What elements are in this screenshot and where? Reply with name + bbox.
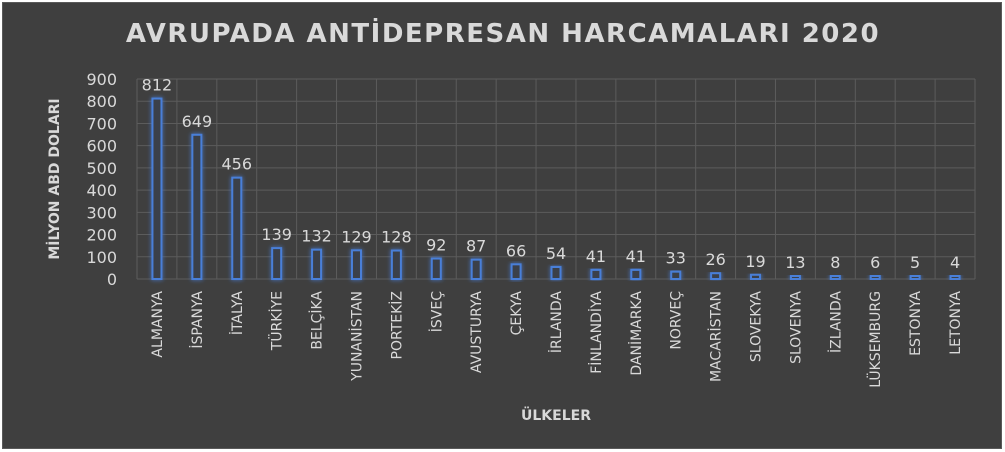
data-label: 54: [546, 244, 566, 263]
y-tick-label: 200: [86, 226, 117, 245]
chart-title: AVRUPADA ANTİDEPRESAN HARCAMALARI 2020: [125, 19, 881, 49]
bar: [789, 275, 801, 280]
data-label: 26: [705, 250, 725, 269]
bar: [710, 272, 722, 281]
bar: [311, 248, 323, 281]
data-label: 812: [142, 76, 173, 95]
data-label: 129: [341, 227, 372, 246]
data-label: 8: [830, 253, 840, 272]
bar: [271, 247, 283, 281]
bar: [869, 275, 881, 280]
bar: [750, 273, 762, 280]
x-axis-ticks: ALMANYA İSPANYA İTALYA TÜRKİYE BELÇİKA YUNANİ…: [150, 291, 964, 388]
bar: [510, 263, 522, 281]
bar: [949, 275, 961, 280]
y-tick-label: 0: [107, 270, 117, 289]
data-label: 92: [426, 236, 446, 255]
bar: [829, 275, 841, 280]
data-label: 649: [182, 112, 213, 131]
y-tick-label: 100: [86, 248, 117, 267]
bar: [590, 268, 602, 280]
data-label: 41: [586, 247, 606, 266]
x-tick-label: ESTONYA: [908, 291, 924, 356]
y-axis-ticks: 900 800 700 600 500 400 300 200 100 0: [86, 70, 117, 289]
data-label: 5: [910, 253, 920, 272]
y-tick-label: 600: [86, 137, 117, 156]
y-tick-label: 900: [86, 70, 117, 89]
data-label: 128: [381, 228, 412, 247]
data-label: 33: [666, 249, 686, 268]
x-tick-label: MACARİSTAN: [707, 291, 725, 382]
x-tick-label: BELÇİKA: [308, 291, 326, 350]
x-tick-label: İSPANYA: [188, 291, 206, 349]
bar: [191, 133, 203, 280]
bar: [670, 270, 682, 280]
x-tick-label: ALMANYA: [150, 291, 166, 358]
data-label: 456: [221, 155, 252, 174]
data-label: 19: [745, 252, 765, 271]
data-label: 139: [261, 225, 292, 244]
x-axis-title: ÜLKELER: [521, 406, 591, 424]
bar: [151, 97, 163, 280]
x-tick-label: İZLANDA: [826, 291, 844, 353]
y-tick-label: 800: [86, 92, 117, 111]
x-tick-label: İSVEÇ: [427, 291, 445, 332]
y-tick-label: 500: [86, 159, 117, 178]
bar: [470, 258, 482, 280]
bar: [430, 257, 442, 281]
x-tick-label: YUNANİSTAN: [347, 291, 365, 382]
x-tick-label: LETONYA: [948, 291, 964, 355]
x-tick-label: TÜRKİYE: [268, 291, 286, 351]
bar: [630, 268, 642, 280]
x-tick-label: NORVEÇ: [669, 291, 685, 350]
data-label: 6: [870, 253, 880, 272]
x-tick-label: SLOVENYA: [788, 291, 804, 364]
x-tick-label: FİNLANDİYA: [587, 291, 605, 374]
x-tick-label: PORTEKİZ: [387, 291, 405, 359]
bar: [390, 249, 402, 281]
x-tick-label: İTALYA: [228, 291, 246, 336]
bars: [151, 97, 961, 281]
data-label: 4: [950, 253, 960, 272]
data-label: 41: [626, 247, 646, 266]
y-tick-label: 300: [86, 203, 117, 222]
bar: [550, 266, 562, 280]
x-tick-label: DANİMARKA: [627, 291, 645, 376]
y-axis-title: MİLYON ABD DOLARI: [46, 98, 63, 259]
x-tick-label: LÜKSEMBURG: [866, 291, 884, 388]
x-tick-label: İRLANDA: [547, 291, 565, 354]
x-tick-label: AVUSTURYA: [469, 291, 485, 373]
data-label: 87: [466, 237, 486, 256]
bar: [909, 275, 921, 280]
x-tick-label: ÇEKYA: [509, 291, 525, 336]
y-tick-label: 700: [86, 114, 117, 133]
data-label: 13: [785, 253, 805, 272]
bar: [231, 176, 243, 281]
x-tick-label: SLOVEKYA: [749, 291, 765, 363]
bar: [350, 249, 362, 280]
data-label: 66: [506, 241, 526, 260]
data-label: 132: [301, 227, 332, 246]
y-tick-label: 400: [86, 181, 117, 200]
